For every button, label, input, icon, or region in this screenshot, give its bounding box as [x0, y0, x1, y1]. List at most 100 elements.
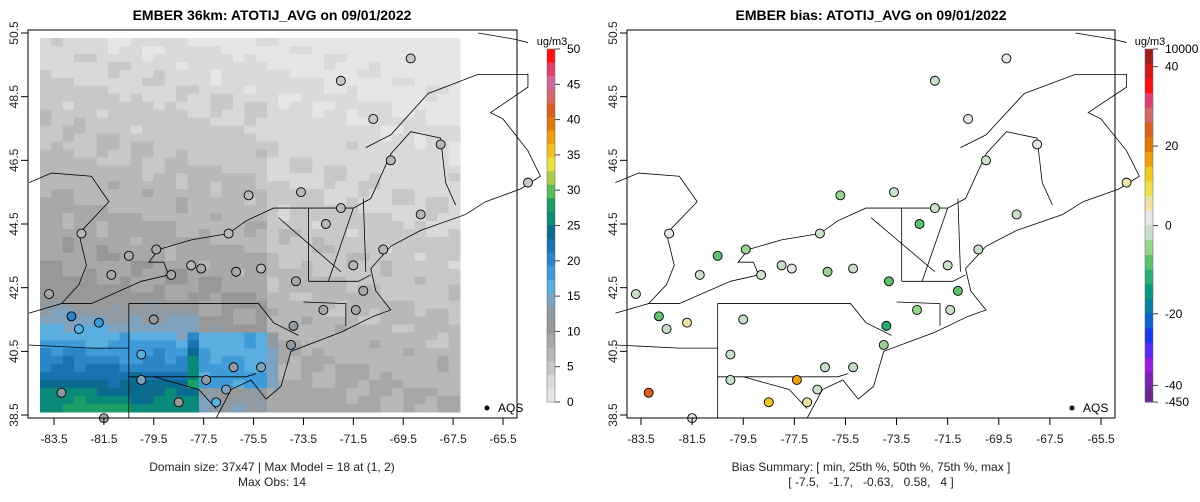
grid-cell — [312, 189, 325, 198]
grid-cell — [312, 125, 325, 134]
grid-cell — [278, 69, 291, 79]
grid-cell — [221, 316, 234, 325]
grid-cell — [323, 205, 336, 214]
grid-cell — [312, 332, 325, 341]
grid-cell — [267, 125, 279, 134]
grid-cell — [425, 45, 438, 55]
grid-cell — [301, 197, 313, 206]
colorbar-swatch — [1145, 107, 1153, 124]
grid-cell — [119, 404, 132, 413]
grid-cell — [414, 236, 427, 246]
grid-cell — [96, 77, 109, 87]
grid-cell — [74, 372, 86, 381]
station-markers — [44, 53, 533, 424]
grid-cell — [62, 125, 75, 134]
grid-cell — [221, 197, 234, 206]
grid-cell — [74, 340, 86, 349]
grid-cell — [391, 69, 404, 79]
grid-cell — [119, 388, 132, 397]
grid-cell — [289, 372, 302, 381]
grid-cell — [425, 236, 438, 246]
grid-cell — [391, 165, 404, 174]
grid-cell — [369, 396, 382, 405]
x-tick-label: -71.5 — [340, 432, 368, 446]
station-marker — [385, 155, 396, 166]
grid-cell — [40, 61, 52, 71]
station-marker — [725, 349, 736, 360]
grid-cell — [357, 388, 370, 397]
grid-cell — [346, 364, 359, 373]
grid-cell — [244, 141, 257, 150]
grid-cell — [108, 228, 120, 238]
grid-cell — [255, 125, 268, 134]
grid-cell — [335, 101, 347, 111]
grid-cell — [221, 268, 234, 278]
grid-cell — [164, 340, 177, 349]
grid-cell — [255, 236, 268, 246]
grid-cell — [391, 276, 404, 286]
station-marker — [786, 263, 797, 274]
grid-cell — [108, 85, 120, 95]
grid-cell — [267, 77, 279, 87]
grid-cell — [96, 260, 109, 270]
x-tick-label: -65.5 — [489, 432, 517, 446]
station-marker — [243, 190, 254, 201]
grid-cell — [278, 316, 291, 325]
grid-cell — [255, 324, 268, 333]
grid-cell — [187, 45, 200, 55]
grid-cell — [301, 372, 313, 381]
grid-cell — [448, 109, 461, 119]
grid-cell — [323, 316, 336, 325]
colorbar-tick-label: 40 — [1165, 60, 1179, 74]
grid-cell — [357, 109, 370, 119]
grid-cell — [198, 38, 211, 47]
grid-cell — [153, 260, 166, 270]
grid-cell — [312, 109, 325, 119]
colorbar-swatch — [1145, 196, 1153, 212]
grid-cell — [221, 141, 234, 150]
grid-cell — [403, 101, 416, 111]
grid-cell — [437, 228, 450, 238]
grid-cell — [85, 340, 98, 349]
grid-cell — [289, 300, 302, 310]
grid-cell — [62, 45, 75, 55]
grid-cell — [187, 173, 200, 182]
colorbar-tick-label: 15 — [567, 289, 581, 303]
grid-cell — [437, 324, 450, 333]
colorbar-swatch — [547, 320, 555, 335]
grid-cell — [96, 380, 109, 389]
grid-cell — [335, 189, 347, 198]
grid-cell — [437, 316, 450, 325]
grid-cell — [108, 165, 120, 174]
grid-cell — [380, 85, 393, 95]
grid-cell — [176, 133, 189, 142]
grid-cell — [448, 260, 461, 270]
grid-cell — [108, 197, 120, 206]
grid-cell — [323, 165, 336, 174]
grid-cell — [414, 133, 427, 142]
grid-cell — [187, 308, 200, 318]
grid-cell — [425, 157, 438, 166]
grid-cell — [51, 133, 64, 142]
right-legend-label: AQS — [1083, 401, 1108, 415]
grid-cell — [323, 133, 336, 142]
grid-cell — [187, 356, 200, 365]
grid-cell — [323, 149, 336, 158]
grid-cell — [198, 69, 211, 79]
grid-cell — [96, 93, 109, 103]
grid-cell — [244, 308, 257, 318]
grid-cell — [437, 109, 450, 119]
grid-cell — [85, 197, 98, 206]
colorbar-tick-label: 10 — [567, 324, 581, 338]
grid-cell — [414, 205, 427, 214]
grid-cell — [335, 165, 347, 174]
grid-cell — [437, 205, 450, 214]
grid-cell — [40, 189, 52, 198]
grid-cell — [369, 388, 382, 397]
grid-cell — [403, 197, 416, 206]
grid-cell — [357, 181, 370, 190]
grid-cell — [198, 61, 211, 71]
grid-cell — [232, 284, 245, 294]
grid-cell — [40, 77, 52, 87]
grid-cell — [403, 308, 416, 318]
